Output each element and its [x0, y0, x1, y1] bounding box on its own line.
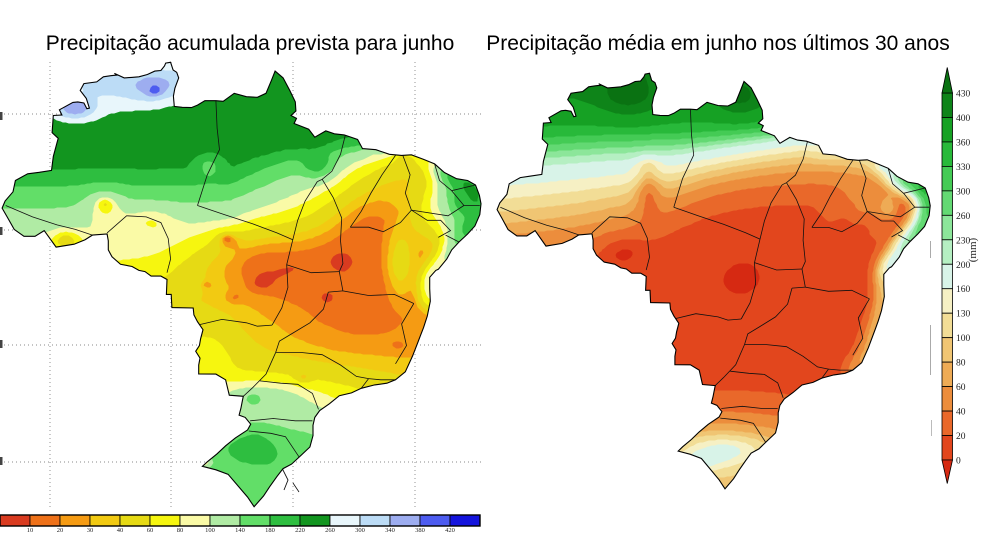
svg-text:260: 260 [325, 527, 335, 533]
svg-text:340: 340 [385, 527, 395, 533]
svg-text:Precipitação acumulada previst: Precipitação acumulada prevista para jun… [46, 32, 455, 55]
svg-text:260: 260 [956, 212, 971, 222]
svg-text:130: 130 [956, 310, 971, 320]
svg-text:430: 430 [956, 90, 971, 100]
svg-text:360: 360 [956, 138, 971, 148]
svg-text:200: 200 [956, 261, 971, 271]
svg-text:160: 160 [956, 285, 971, 295]
svg-text:60: 60 [147, 527, 154, 533]
svg-text:230: 230 [956, 236, 971, 246]
svg-text:300: 300 [355, 527, 365, 533]
svg-text:10: 10 [27, 527, 34, 533]
svg-text:30: 30 [87, 527, 94, 533]
svg-text:40: 40 [117, 527, 124, 533]
svg-text:80: 80 [177, 527, 184, 533]
svg-text:220: 220 [295, 527, 305, 533]
svg-text:140: 140 [235, 527, 245, 533]
svg-text:100: 100 [956, 334, 971, 344]
svg-text:180: 180 [265, 527, 275, 533]
svg-text:80: 80 [956, 359, 966, 369]
svg-text:Precipitação média em junho no: Precipitação média em junho nos últimos … [486, 32, 949, 55]
svg-text:420: 420 [445, 527, 455, 533]
svg-text:100: 100 [205, 527, 215, 533]
svg-text:40: 40 [956, 408, 966, 418]
svg-text:400: 400 [956, 114, 971, 124]
svg-text:0: 0 [956, 457, 961, 467]
svg-text:60: 60 [956, 383, 966, 393]
svg-text:330: 330 [956, 163, 971, 173]
svg-text:20: 20 [57, 527, 64, 533]
svg-text:(mm): (mm) [967, 237, 979, 262]
svg-text:20: 20 [956, 432, 966, 442]
svg-text:380: 380 [415, 527, 425, 533]
svg-text:300: 300 [956, 187, 971, 197]
